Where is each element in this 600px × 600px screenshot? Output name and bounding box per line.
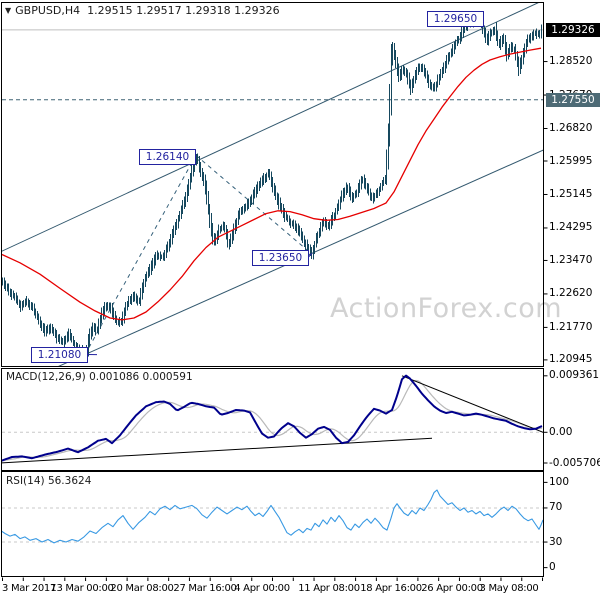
price-callout[interactable]: 1.26140	[139, 149, 196, 165]
x-axis-label: 18 Apr 16:00	[360, 583, 422, 594]
price-axis-label: 1.24295	[549, 221, 593, 234]
x-axis-label: 26 Apr 00:00	[421, 583, 483, 594]
price-axis-label: 1.20945	[549, 353, 593, 366]
price-axis-label: 1.21770	[549, 320, 593, 333]
symbol-dropdown-icon[interactable]: ▼	[5, 6, 12, 15]
price-axis-label: 1.22620	[549, 287, 593, 300]
price-axis-label: 1.28520	[549, 55, 593, 68]
macd-axis-label: 0.00	[549, 425, 573, 438]
rsi-axis-label: 100	[549, 475, 570, 488]
rsi-axis-label: 30	[549, 535, 563, 548]
x-axis-label: 3 Mar 2017	[2, 583, 57, 594]
current-price-tag[interactable]: 1.29326	[546, 22, 600, 37]
x-axis-label: 3 May 08:00	[479, 583, 539, 594]
rsi-axis-label: 0	[549, 561, 556, 574]
price-axis-label: 1.25145	[549, 187, 593, 200]
rsi-axis-label: 70	[549, 501, 563, 514]
ohlc-quote-values: 1.29515 1.29517 1.29318 1.29326	[87, 4, 280, 17]
macd-axis-label: -0.005706	[549, 456, 600, 469]
x-axis-label: 27 Mar 16:00	[173, 583, 237, 594]
macd-indicator-label: MACD(12,26,9) 0.001086 0.000591	[6, 371, 193, 383]
x-axis-label: 4 Apr 00:00	[234, 583, 290, 594]
macd-axis-label: 0.009361	[549, 369, 600, 382]
level-price-tag[interactable]: 1.27550	[546, 92, 600, 107]
x-axis-label: 20 Mar 08:00	[110, 583, 174, 594]
chart-title-bar: ▼ GBPUSD,H4 1.29515 1.29517 1.29318 1.2932…	[5, 4, 280, 17]
price-callout[interactable]: 1.21080	[31, 347, 88, 363]
x-axis-label: 11 Apr 08:00	[298, 583, 360, 594]
x-axis-label: 13 Mar 00:00	[50, 583, 114, 594]
rsi-indicator-label: RSI(14) 56.3624	[6, 475, 92, 487]
price-axis-label: 1.23470	[549, 253, 593, 266]
price-callout[interactable]: 1.23650	[252, 250, 309, 266]
price-axis-label: 1.26820	[549, 122, 593, 134]
price-callout[interactable]: 1.29650	[427, 11, 484, 27]
watermark: ActionForex.com	[330, 293, 563, 324]
symbol-timeframe-label: GBPUSD,H4	[15, 4, 81, 17]
price-axis-label: 1.25995	[549, 154, 593, 167]
